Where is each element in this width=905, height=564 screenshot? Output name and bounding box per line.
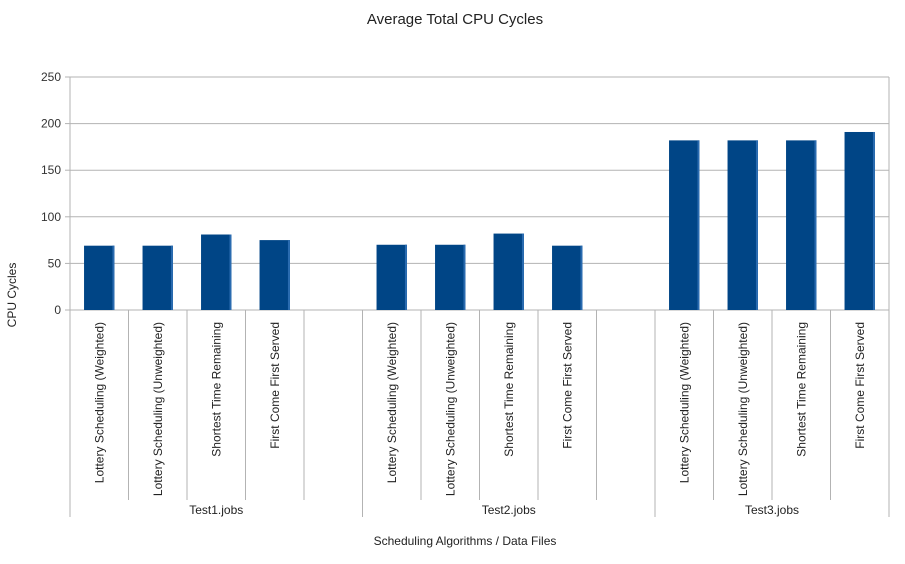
chart-title: Average Total CPU Cycles [367,11,543,28]
bar [84,245,115,310]
bar-edge [580,245,583,310]
bar [727,140,758,310]
category-label: First Come First Served [560,322,574,449]
group-label: Test2.jobs [482,503,536,517]
y-tick-label: 250 [41,70,61,84]
bar [552,245,583,310]
category-label: Lottery Scheduling (Weighted) [677,322,691,483]
bar [786,140,817,310]
bar [844,131,875,310]
bar-edge [697,140,700,310]
category-label: Lottery Scheduling (Unweighted) [736,322,750,496]
bar-edge [755,140,758,310]
y-axis-label: CPU Cycles [5,263,19,328]
category-label: Lottery Scheduling (Weighted) [385,322,399,483]
x-axis-label: Scheduling Algorithms / Data Files [374,534,557,548]
axes: 0 50 100 150 200 250 [41,70,890,517]
bar-edge [170,245,173,310]
bar [493,233,524,310]
bar-edge [872,131,875,310]
y-tick-label: 100 [41,210,61,224]
category-label: Shortest Time Remaining [209,322,223,457]
y-tick-label: 150 [41,163,61,177]
bar [435,244,466,310]
category-label: Shortest Time Remaining [794,322,808,457]
bar [259,240,290,310]
gridlines [70,76,889,311]
category-label: First Come First Served [853,322,867,449]
category-labels: Lottery Scheduling (Weighted) Lottery Sch… [92,322,867,517]
bar [142,245,173,310]
category-label: Lottery Scheduling (Weighted) [92,322,106,483]
y-tick-label: 200 [41,117,61,131]
bar-edge [112,245,115,310]
bar [376,244,407,310]
bar [669,140,700,310]
category-label: Lottery Scheduling (Unweighted) [151,322,165,496]
category-label: Shortest Time Remaining [502,322,516,457]
bar-edge [229,234,232,310]
bar-edge [287,240,290,310]
y-tick-label: 0 [54,303,61,317]
group-label: Test3.jobs [745,503,799,517]
bars [84,131,875,310]
bar [201,234,232,310]
category-label: First Come First Served [268,322,282,449]
bar-edge [404,244,407,310]
category-label: Lottery Scheduling (Unweighted) [443,322,457,496]
group-label: Test1.jobs [189,503,243,517]
bar-edge [521,233,524,310]
bar-edge [814,140,817,310]
bar-edge [463,244,466,310]
y-tick-label: 50 [48,256,62,270]
